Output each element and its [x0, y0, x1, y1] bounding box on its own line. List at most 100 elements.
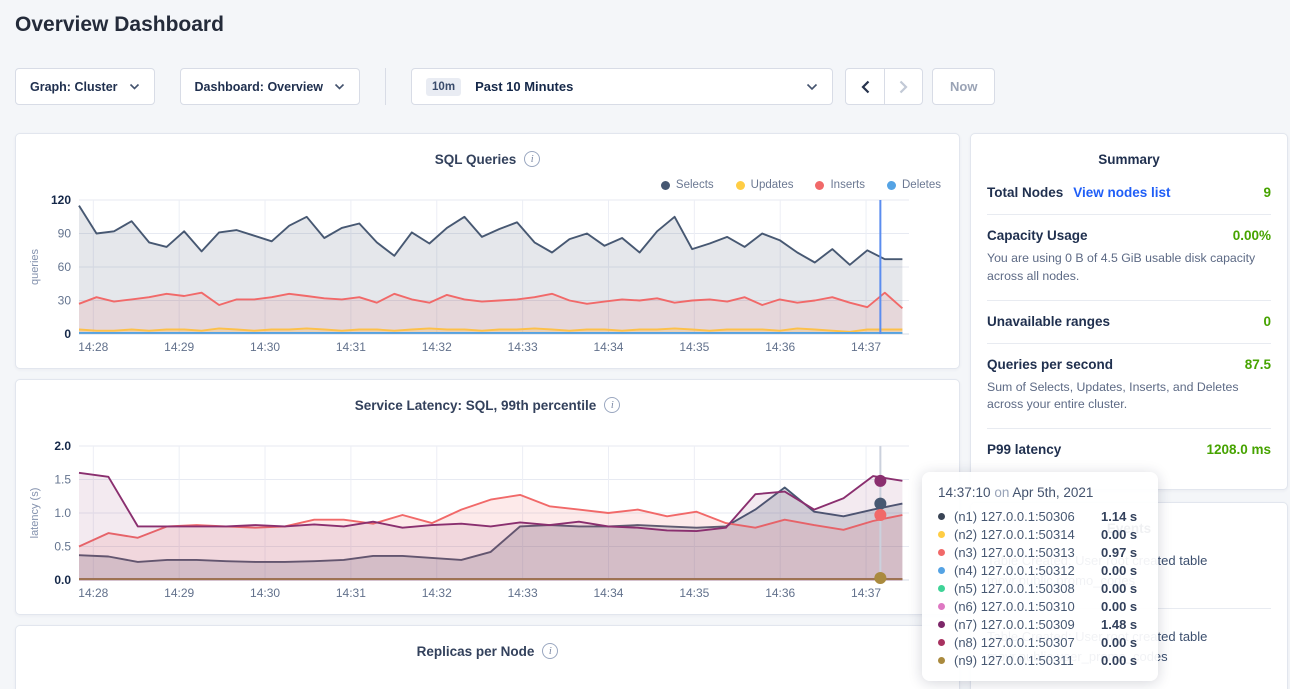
node-color-dot-icon	[938, 603, 945, 610]
svg-text:14:36: 14:36	[765, 586, 795, 600]
tooltip-node-label: (n7) 127.0.0.1:50309	[954, 617, 1101, 632]
time-range-dropdown[interactable]: 10m Past 10 Minutes	[411, 68, 833, 105]
svg-text:14:34: 14:34	[593, 586, 623, 600]
time-back-button[interactable]	[846, 69, 884, 104]
chevron-down-icon	[334, 83, 345, 90]
tooltip-row: (n2) 127.0.0.1:503140.00 s	[938, 525, 1142, 543]
svg-text:0.0: 0.0	[54, 573, 71, 587]
tooltip-node-label: (n2) 127.0.0.1:50314	[954, 527, 1101, 542]
chart-hover-tooltip: 14:37:10 on Apr 5th, 2021 (n1) 127.0.0.1…	[922, 472, 1158, 681]
time-range-label: Past 10 Minutes	[475, 79, 806, 94]
tooltip-row: (n5) 127.0.0.1:503080.00 s	[938, 579, 1142, 597]
summary-metric-label: Unavailable ranges	[987, 314, 1110, 329]
svg-text:14:35: 14:35	[679, 586, 709, 600]
svg-text:14:32: 14:32	[422, 586, 452, 600]
graph-scope-label: Graph: Cluster	[30, 80, 118, 94]
summary-metric-label: Capacity Usage	[987, 228, 1088, 243]
tooltip-row: (n7) 127.0.0.1:503091.48 s	[938, 615, 1142, 633]
sql-queries-chart[interactable]: 14:2814:2914:3014:3114:3214:3314:3414:35…	[16, 188, 959, 360]
tooltip-row: (n1) 127.0.0.1:503061.14 s	[938, 507, 1142, 525]
toolbar-divider	[385, 68, 386, 105]
service-latency-chart[interactable]: 14:2814:2914:3014:3114:3214:3314:3414:35…	[16, 434, 959, 606]
tooltip-node-value: 0.00 s	[1101, 581, 1137, 596]
svg-text:queries: queries	[29, 248, 41, 285]
chart-title-text: Replicas per Node	[417, 644, 535, 659]
svg-text:60: 60	[58, 260, 72, 274]
node-color-dot-icon	[938, 621, 945, 628]
now-button[interactable]: Now	[932, 68, 995, 105]
tooltip-row: (n3) 127.0.0.1:503130.97 s	[938, 543, 1142, 561]
node-color-dot-icon	[938, 549, 945, 556]
tooltip-node-value: 1.48 s	[1101, 617, 1137, 632]
svg-text:14:29: 14:29	[164, 340, 194, 354]
svg-text:14:31: 14:31	[336, 586, 366, 600]
node-color-dot-icon	[938, 657, 945, 664]
summary-row-header: Unavailable ranges0	[987, 314, 1271, 329]
svg-text:14:28: 14:28	[78, 586, 108, 600]
summary-panel: Summary Total Nodes View nodes list 9 Capac…	[970, 133, 1288, 490]
svg-text:90: 90	[58, 227, 72, 241]
svg-text:14:30: 14:30	[250, 340, 280, 354]
summary-metric-description: You are using 0 B of 4.5 GiB usable disk…	[987, 250, 1271, 286]
summary-row-header: Total Nodes View nodes list 9	[987, 185, 1271, 200]
svg-text:120: 120	[51, 193, 71, 207]
svg-text:1.0: 1.0	[54, 506, 71, 520]
replicas-chart-title: Replicas per Node i	[16, 643, 959, 659]
info-icon[interactable]: i	[542, 643, 558, 659]
info-icon[interactable]: i	[604, 397, 620, 413]
svg-text:14:31: 14:31	[336, 340, 366, 354]
tooltip-node-value: 1.14 s	[1101, 509, 1137, 524]
chevron-down-icon	[806, 83, 818, 91]
svg-text:14:28: 14:28	[78, 340, 108, 354]
summary-row-header: Queries per second87.5	[987, 357, 1271, 372]
info-icon[interactable]: i	[524, 151, 540, 167]
tooltip-timestamp: 14:37:10 on Apr 5th, 2021	[938, 485, 1142, 500]
tooltip-rows: (n1) 127.0.0.1:503061.14 s(n2) 127.0.0.1…	[938, 507, 1142, 669]
dashboard-dropdown[interactable]: Dashboard: Overview	[180, 68, 361, 105]
graph-scope-dropdown[interactable]: Graph: Cluster	[15, 68, 155, 105]
service-latency-chart-card: Service Latency: SQL, 99th percentile i …	[15, 379, 960, 615]
node-color-dot-icon	[938, 567, 945, 574]
summary-metric-label: Queries per second	[987, 357, 1113, 372]
summary-metric-description: Sum of Selects, Updates, Inserts, and De…	[987, 379, 1271, 415]
toolbar: Graph: Cluster Dashboard: Overview 10m P…	[15, 68, 995, 105]
time-forward-button[interactable]	[884, 69, 922, 104]
tooltip-node-value: 0.00 s	[1101, 527, 1137, 542]
summary-row: P99 latency1208.0 ms	[987, 429, 1271, 471]
node-color-dot-icon	[938, 513, 945, 520]
svg-text:14:32: 14:32	[422, 340, 452, 354]
sql-queries-chart-title: SQL Queries i	[16, 151, 959, 167]
dashboard-label: Dashboard: Overview	[195, 80, 324, 94]
summary-row: Queries per second87.5 Sum of Selects, Up…	[987, 344, 1271, 430]
chevron-down-icon	[129, 83, 140, 90]
tooltip-row: (n6) 127.0.0.1:503100.00 s	[938, 597, 1142, 615]
summary-metric-value: 9	[1263, 185, 1271, 200]
summary-metric-value: 0.00%	[1233, 228, 1271, 243]
svg-text:14:30: 14:30	[250, 586, 280, 600]
svg-text:14:33: 14:33	[508, 340, 538, 354]
tooltip-node-label: (n9) 127.0.0.1:50311	[954, 653, 1101, 668]
tooltip-node-value: 0.00 s	[1101, 653, 1137, 668]
svg-text:14:34: 14:34	[593, 340, 623, 354]
tooltip-node-label: (n1) 127.0.0.1:50306	[954, 509, 1101, 524]
tooltip-node-value: 0.00 s	[1101, 563, 1137, 578]
charts-column: SQL Queries i SelectsUpdatesInsertsDelet…	[15, 133, 960, 689]
svg-text:30: 30	[58, 294, 72, 308]
node-color-dot-icon	[938, 585, 945, 592]
summary-title: Summary	[987, 134, 1271, 172]
tooltip-row: (n9) 127.0.0.1:503110.00 s	[938, 651, 1142, 669]
tooltip-row: (n4) 127.0.0.1:503120.00 s	[938, 561, 1142, 579]
tooltip-on: on	[994, 485, 1009, 500]
now-button-label: Now	[950, 79, 977, 94]
summary-metric-value: 1208.0 ms	[1206, 442, 1271, 457]
tooltip-node-label: (n5) 127.0.0.1:50308	[954, 581, 1101, 596]
tooltip-node-label: (n8) 127.0.0.1:50307	[954, 635, 1101, 650]
view-nodes-list-link[interactable]: View nodes list	[1073, 185, 1170, 200]
summary-row-header: Capacity Usage 0.00%	[987, 228, 1271, 243]
chevron-left-icon	[861, 80, 870, 94]
svg-text:0: 0	[64, 327, 71, 341]
svg-text:latency (s): latency (s)	[29, 488, 41, 539]
tooltip-node-label: (n3) 127.0.0.1:50313	[954, 545, 1101, 560]
summary-metric-label: Total Nodes	[987, 185, 1063, 200]
node-color-dot-icon	[938, 639, 945, 646]
